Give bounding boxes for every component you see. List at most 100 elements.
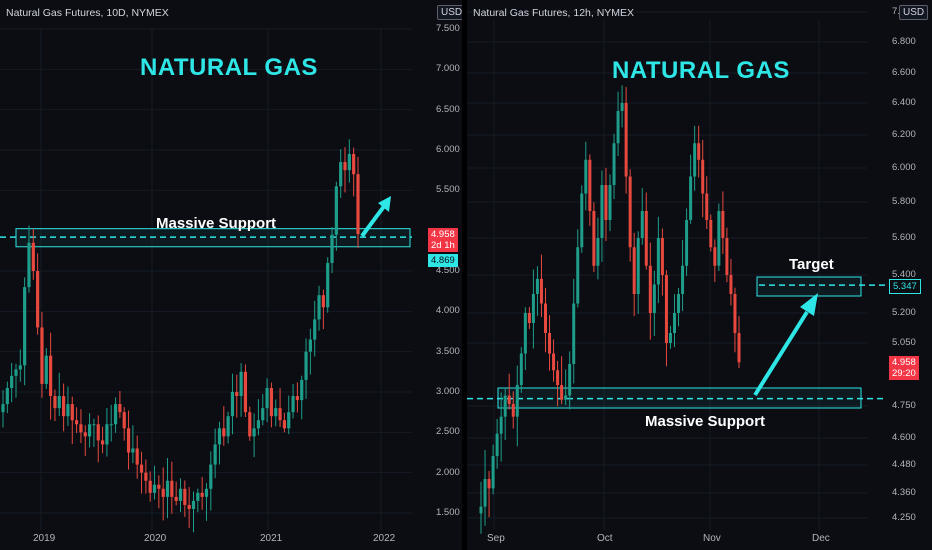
candle: [580, 193, 584, 248]
candle: [274, 408, 278, 417]
candle: [592, 211, 596, 266]
candle: [152, 484, 157, 493]
candle: [230, 392, 235, 417]
chart-canvas-right: [467, 11, 887, 534]
candle: [36, 271, 40, 328]
candle: [5, 387, 9, 405]
candle: [165, 480, 170, 497]
candle: [308, 339, 312, 352]
candle: [709, 220, 713, 248]
countdown-left: 2d 1h: [431, 240, 455, 251]
candle: [701, 159, 705, 194]
price-tick-label: 6.500: [436, 103, 460, 115]
candle: [495, 433, 499, 456]
candle: [282, 420, 287, 429]
candle: [161, 488, 165, 497]
price-tick-label: 5.500: [436, 184, 460, 196]
candle: [87, 424, 92, 437]
candle: [656, 238, 660, 285]
massive-support-label-right: Massive Support: [645, 413, 766, 430]
candle: [196, 492, 200, 501]
chart-pane-left: Natural Gas Futures, 10D, NYMEX USD NATU…: [0, 0, 462, 550]
candle: [200, 492, 204, 497]
candle: [122, 412, 126, 429]
candle: [584, 159, 588, 194]
candle: [265, 387, 269, 409]
price-tick-label: 6.000: [892, 162, 916, 173]
candle: [608, 185, 612, 220]
candle: [135, 448, 139, 465]
candle: [304, 351, 308, 380]
candle: [144, 472, 148, 481]
time-tick-label: 2020: [144, 533, 167, 544]
candle: [616, 111, 620, 144]
candle: [612, 143, 616, 185]
candle: [487, 479, 491, 489]
candle: [334, 186, 338, 235]
target-zone: [756, 276, 862, 297]
price-tick-label: 5.050: [892, 337, 916, 348]
candle: [652, 284, 656, 313]
candle: [479, 506, 483, 514]
price-tick-label: 6.600: [892, 67, 916, 78]
candle: [170, 480, 174, 497]
candle: [44, 355, 48, 384]
candle: [183, 488, 187, 505]
target-label: Target: [789, 256, 834, 273]
candle: [295, 396, 299, 401]
candle: [243, 371, 248, 413]
candle: [57, 396, 61, 409]
price-tick-label: 6.800: [892, 36, 916, 47]
candle: [673, 313, 676, 333]
candle: [483, 479, 487, 507]
candle: [535, 278, 539, 294]
candle: [600, 185, 604, 238]
massive-support-label-left: Massive Support: [156, 215, 277, 232]
price-tick-label: 7.000: [436, 63, 460, 75]
candle: [239, 371, 243, 397]
candle: [725, 238, 729, 275]
symbol-header-left[interactable]: Natural Gas Futures, 10D, NYMEX: [6, 7, 169, 19]
price-tick-label: 3.500: [436, 345, 460, 357]
candle: [49, 355, 53, 397]
candle: [640, 211, 644, 238]
price-tick-label: 4.480: [892, 459, 916, 470]
currency-badge-right[interactable]: USD: [899, 5, 929, 20]
candle: [23, 287, 27, 366]
candle: [18, 365, 22, 370]
candle: [174, 496, 178, 501]
candle: [507, 395, 511, 404]
candle: [213, 444, 217, 465]
candle: [523, 313, 527, 354]
candle: [148, 480, 152, 493]
price-tick-label: 4.500: [436, 265, 460, 276]
candle: [352, 154, 356, 175]
candle: [733, 294, 737, 333]
symbol-header-right[interactable]: Natural Gas Futures, 12h, NYMEX: [473, 7, 635, 19]
candle: [560, 385, 564, 400]
candle: [511, 403, 515, 417]
projection-arrow: [753, 310, 809, 397]
candle: [62, 396, 66, 417]
time-tick-label: Dec: [812, 533, 830, 544]
candle: [14, 369, 18, 376]
price-tick-label: 3.000: [436, 386, 460, 397]
candle: [178, 488, 183, 501]
candle: [548, 333, 552, 354]
candle: [499, 416, 503, 434]
price-tick-label: 6.400: [892, 97, 916, 108]
candle: [632, 247, 636, 294]
candle: [74, 420, 79, 425]
price-tick-label: 1.500: [436, 507, 460, 518]
candle: [544, 303, 547, 333]
projection-arrow: [360, 203, 387, 238]
support-price-tag-left: 4.869: [428, 254, 458, 267]
candle: [628, 176, 632, 248]
price-tick-label: 2.500: [436, 426, 460, 438]
candle: [256, 420, 261, 429]
currency-badge-left[interactable]: USD: [437, 5, 462, 20]
candle: [131, 448, 135, 453]
candle: [109, 424, 113, 426]
pane-divider[interactable]: [462, 0, 467, 550]
candle: [713, 247, 717, 266]
